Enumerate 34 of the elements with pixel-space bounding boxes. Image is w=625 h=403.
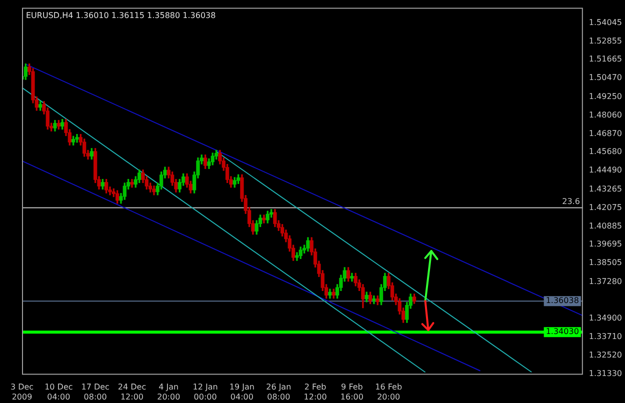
y-tick-label: 1.39695 [588, 240, 622, 249]
y-tick-label: 1.33710 [588, 332, 622, 342]
y-tick-label: 1.43265 [588, 184, 622, 194]
y-tick-label: 1.32520 [588, 350, 622, 360]
y-tick-label: 1.49250 [588, 92, 622, 102]
y-tick-label: 1.38505 [588, 258, 622, 268]
y-tick-label: 1.44490 [588, 166, 622, 175]
ref-line-label: 1.34030 [546, 327, 579, 336]
y-tick-label: 1.51665 [588, 54, 622, 64]
ref-line-label: 1.36038 [546, 296, 579, 306]
y-tick-label: 1.54045 [588, 18, 622, 27]
x-tick-label: 12 Jan 00:00 [192, 382, 218, 402]
x-tick-label: 19 Jan 04:00 [229, 382, 254, 402]
y-tick-label: 1.52855 [588, 36, 622, 46]
annotation: 23.6 [562, 196, 580, 206]
y-tick-label: 1.37280 [588, 276, 622, 286]
x-tick-label: 26 Jan 08:00 [266, 382, 292, 402]
chart-title: EURUSD,H4 1.36010 1.36115 1.35880 1.36038 [26, 10, 216, 20]
y-tick-label: 1.48060 [588, 110, 622, 120]
y-tick-label: 1.40885 [588, 221, 622, 230]
x-tick-label: 3 Dec 2009 [10, 382, 34, 402]
x-tick-label: 2 Feb 12:00 [304, 382, 327, 402]
y-tick-label: 1.31330 [588, 368, 622, 378]
x-tick-label: 9 Feb 16:00 [340, 382, 364, 402]
y-tick-label: 1.42075 [588, 202, 622, 212]
x-tick-label: 10 Dec 04:00 [44, 382, 73, 402]
x-tick-label: 16 Feb 20:00 [375, 382, 402, 402]
x-tick-label: 4 Jan 20:00 [157, 382, 180, 402]
x-tick-label: 24 Dec 12:00 [118, 382, 146, 402]
y-tick-label: 1.50470 [588, 73, 622, 82]
y-tick-label: 1.45680 [588, 147, 622, 156]
x-tick-label: 17 Dec 08:00 [81, 382, 110, 402]
y-tick-label: 1.46870 [588, 128, 622, 138]
y-tick-label: 1.34900 [588, 314, 622, 323]
